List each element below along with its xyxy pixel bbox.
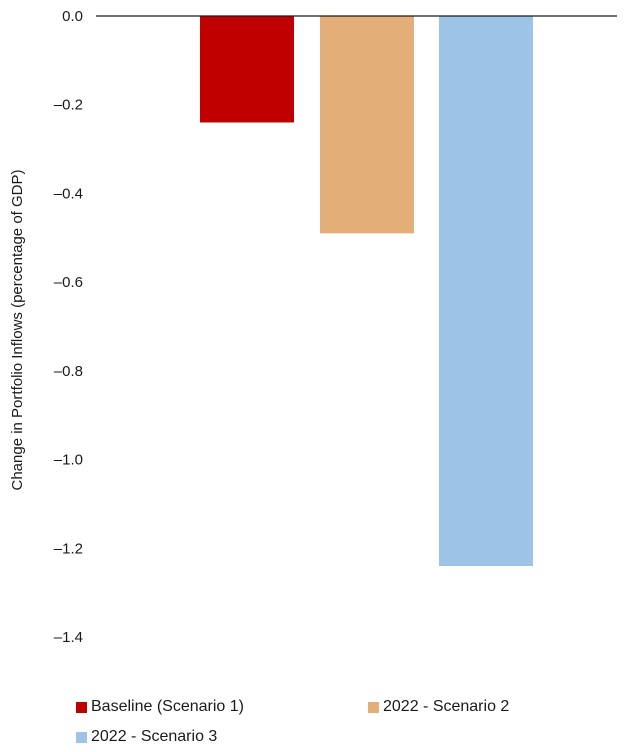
y-tick-label: –0.2 [54, 97, 83, 114]
legend-swatch-scenario-2 [368, 701, 379, 713]
y-tick-label: 0.0 [62, 8, 83, 25]
bar-3 [439, 16, 533, 567]
y-axis-ticks: 0.0 –0.2 –0.4 –0.6 –0.8 –1.0 –1.2 –1.4 [54, 8, 83, 646]
bar-1 [200, 16, 294, 123]
bar-chart: Change in Portfolio Inflows (percentage … [9, 8, 617, 646]
bar-2 [320, 16, 414, 234]
legend-item-scenario-2: 2022 - Scenario 2 [368, 692, 509, 722]
legend-item-scenario-3: 2022 - Scenario 3 [76, 722, 217, 752]
legend-swatch-baseline [76, 701, 87, 713]
bars [200, 16, 533, 567]
y-tick-label: –1.2 [54, 540, 83, 557]
legend-swatch-scenario-3 [76, 731, 87, 743]
y-tick-label: –1.4 [54, 629, 83, 646]
y-tick-label: –0.4 [54, 185, 83, 202]
y-tick-label: –0.6 [54, 274, 83, 291]
y-tick-label: –1.0 [54, 452, 83, 469]
legend-label-baseline: Baseline (Scenario 1) [91, 698, 244, 715]
legend-item-baseline: Baseline (Scenario 1) [76, 692, 244, 722]
y-axis-title: Change in Portfolio Inflows (percentage … [9, 169, 26, 490]
y-tick-label: –0.8 [54, 363, 83, 380]
legend-label-scenario-3: 2022 - Scenario 3 [91, 728, 218, 745]
legend-label-scenario-2: 2022 - Scenario 2 [383, 698, 510, 715]
